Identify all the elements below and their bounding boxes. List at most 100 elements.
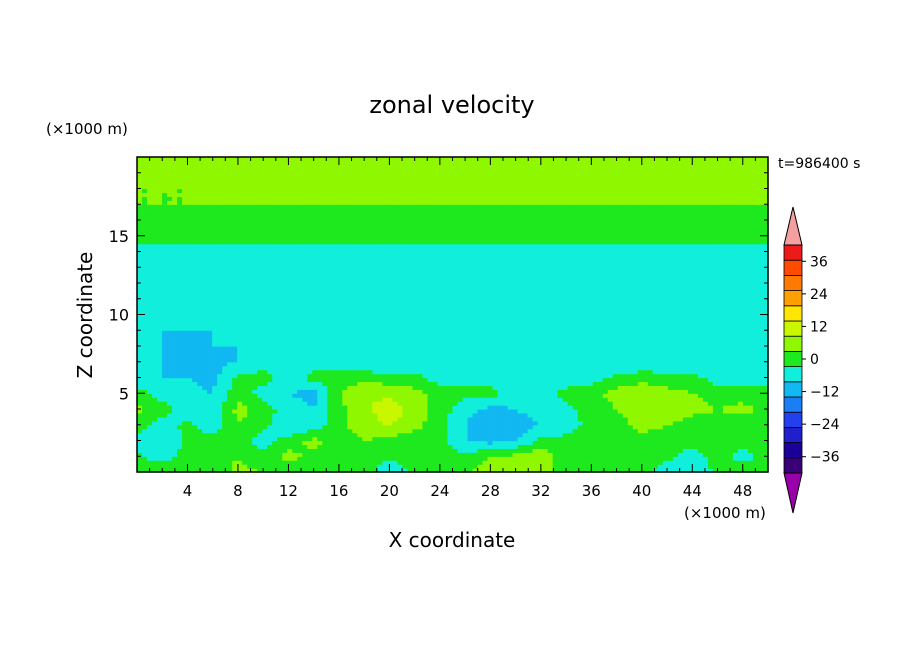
field-cell [697,409,704,414]
field-cell [237,436,243,442]
field-cell [647,349,654,355]
field-cell [442,361,449,367]
field-cell [222,448,228,453]
field-cell [172,385,178,390]
field-cell [552,334,559,339]
field-cell [137,381,143,386]
field-cell [157,424,163,430]
field-cell [377,349,383,355]
field-cell [347,397,353,402]
field-cell [642,381,649,386]
field-cell [372,318,378,323]
field-cell [637,440,644,446]
field-cell [537,436,544,442]
field-cell [292,381,298,386]
field-cell [667,460,674,465]
field-cell [762,460,769,465]
field-cell [347,318,353,323]
field-cell [322,318,328,323]
field-cell [697,401,704,406]
field-cell [672,322,679,327]
field-cell [642,349,649,355]
field-cell [422,428,429,434]
field-cell [582,389,589,394]
field-cell [357,314,363,320]
field-cell [512,338,519,343]
field-cell [322,369,328,375]
field-cell [147,389,153,394]
field-cell [297,330,303,335]
field-cell [402,405,409,410]
field-cell [352,338,358,343]
field-cell [432,346,439,351]
field-cell [702,440,709,446]
field-cell [272,416,278,422]
field-cell [487,373,494,379]
field-cell [577,428,584,434]
field-cell [617,420,624,426]
field-cell [232,424,238,430]
field-cell [592,357,599,363]
field-cell [197,381,203,386]
field-cell [262,346,268,351]
field-cell [252,436,258,442]
field-cell [512,412,519,418]
field-cell [222,365,228,371]
field-cell [232,428,238,434]
field-cell [362,416,368,422]
field-cell [672,448,679,453]
field-cell [412,436,419,442]
field-cell [367,330,373,335]
field-cell [642,460,649,465]
field-cell [652,436,659,442]
field-cell [542,385,549,390]
field-cell [457,322,464,327]
field-cell [642,373,649,379]
field-cell [177,330,183,335]
field-cell [482,464,489,469]
field-cell [417,326,424,331]
field-cell [547,412,554,418]
field-cell [487,389,494,394]
field-cell [672,342,679,347]
field-cell [717,385,724,390]
field-cell [222,353,228,359]
field-cell [732,468,739,473]
field-cell [402,349,409,355]
field-cell [607,326,614,331]
field-cell [557,409,564,414]
field-cell [737,424,744,430]
field-cell [442,322,449,327]
field-cell [152,381,158,386]
field-cell [257,365,263,371]
field-cell [307,412,313,418]
field-cell [727,460,734,465]
field-cell [597,322,604,327]
field-cell [597,346,604,351]
field-cell [292,456,298,461]
field-cell [497,385,504,390]
field-cell [422,330,429,335]
field-cell [627,326,634,331]
field-cell [427,401,434,406]
field-cell [252,448,258,453]
field-cell [682,369,689,375]
field-cell [262,330,268,335]
field-cell [202,452,208,457]
field-cell [377,389,383,394]
field-cell [187,452,193,457]
field-cell [657,369,664,375]
field-cell [432,444,439,449]
field-cell [232,373,238,379]
field-cell [617,342,624,347]
field-cell [402,338,409,343]
field-cell [577,377,584,383]
field-cell [282,464,288,469]
field-cell [217,381,223,386]
field-cell [737,338,744,343]
field-cell [217,405,223,410]
field-cell [172,369,178,375]
field-cell [397,412,404,418]
field-cell [302,353,308,359]
field-cell [597,448,604,453]
